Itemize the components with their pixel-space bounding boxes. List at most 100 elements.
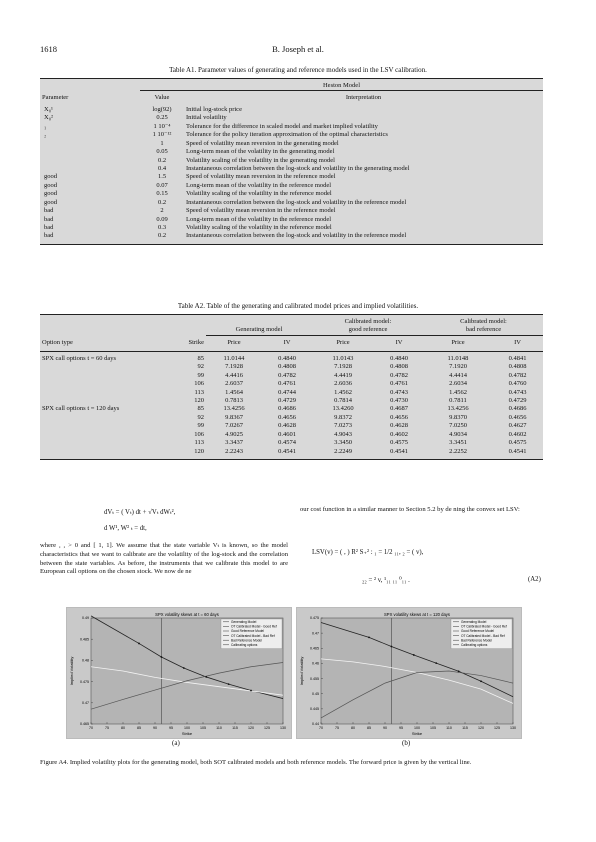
equation-correlation: d W¹, W² ₜ = dt, xyxy=(104,525,147,532)
price-bad-cell: 7.0250 xyxy=(449,422,467,430)
iv-good-cell: 0.4840 xyxy=(374,350,424,364)
price-bad-cell: 11.0148 xyxy=(424,350,492,364)
value-cell: 1 10⁻¹² xyxy=(152,131,172,139)
table-a1-row: 0.05 Long-term mean of the volatility in … xyxy=(40,148,543,156)
iv-good-cell: 0.4782 xyxy=(390,371,408,379)
price-gen-cell: 7.1928 xyxy=(225,363,243,371)
price-good-cell: 9.8372 xyxy=(334,413,352,421)
legend-entry: Calibrating options xyxy=(231,643,258,647)
strike-cell: 113 xyxy=(194,388,204,396)
interp-cell: Speed of volatility mean reversion in th… xyxy=(186,173,336,181)
value-cell: 0.09 xyxy=(156,215,168,223)
strike-cell: 120 xyxy=(194,397,204,404)
iv-gen-cell: 0.4744 xyxy=(278,388,296,396)
param-cell: bad xyxy=(44,207,54,215)
price-good-cell: 7.0273 xyxy=(334,422,352,430)
strike-cell: 92 xyxy=(197,363,205,371)
y-tick-label: 0.485 xyxy=(80,637,89,641)
legend-entry: OT Calibrated Model - Bad Ref xyxy=(461,634,505,638)
interp-cell: Tolerance for the policy iteration appro… xyxy=(186,131,388,139)
iv-bad-cell: 0.4575 xyxy=(508,439,527,447)
table-a1-row: ₂ 1 10⁻¹² Tolerance for the policy iterati… xyxy=(40,131,543,139)
iv-bad-cell: 0.4729 xyxy=(508,397,527,404)
price-good-cell: 1.4562 xyxy=(334,388,352,396)
col-price-gen: Price xyxy=(206,334,262,352)
interp-cell: Instantaneous correlation between the lo… xyxy=(186,198,407,206)
equation-number-a2: (A2) xyxy=(528,576,541,583)
x-tick-label: 90 xyxy=(383,726,387,730)
x-tick-label: 110 xyxy=(446,726,452,730)
x-tick-label: 120 xyxy=(478,726,484,730)
strike-cell: 85 xyxy=(197,405,205,413)
value-cell: 0.2 xyxy=(157,156,167,164)
x-tick-label: 130 xyxy=(280,726,286,730)
option-type-cell xyxy=(40,448,160,460)
y-tick-label: 0.465 xyxy=(310,646,319,650)
col-header-value: Value xyxy=(140,90,184,103)
interp-cell: Volatility scaling of the volatility in … xyxy=(186,156,335,164)
iv-good-cell: 0.4687 xyxy=(390,405,408,413)
iv-bad-cell: 0.4656 xyxy=(508,413,527,421)
table-a1-row: 1 Speed of volatility mean reversion in t… xyxy=(40,140,543,148)
y-tick-label: 0.475 xyxy=(80,680,89,684)
param-cell xyxy=(40,157,140,165)
table-a2-row: SPX call options t = 120 days 85 13.4256 0.… xyxy=(40,405,543,413)
param-cell: ₁ xyxy=(44,122,47,130)
option-type-cell: SPX call options t = 60 days xyxy=(40,350,160,364)
x-tick-label: 105 xyxy=(200,726,206,730)
interp-cell: Speed of volatility mean reversion in th… xyxy=(186,207,336,215)
figure-caption: Figure A4. Implied volatility plots for … xyxy=(40,759,472,766)
series-line xyxy=(320,670,514,719)
param-cell: good xyxy=(44,198,57,206)
strike-cell: 85 xyxy=(160,350,206,364)
interp-cell: Instantaneous correlation between the lo… xyxy=(186,164,410,172)
interp-cell: Initial volatility xyxy=(186,114,227,122)
panel-label-a: (a) xyxy=(172,739,180,747)
legend-entry: Good Reference Model xyxy=(461,629,494,633)
iv-good-cell: 0.4761 xyxy=(390,380,408,388)
table-a2-row: 106 4.9025 0.4601 4.9043 0.4602 4.9034 0.4602 xyxy=(40,431,543,439)
x-tick-label: 75 xyxy=(105,726,109,730)
iv-bad-cell: 0.4743 xyxy=(508,388,527,396)
iv-gen-cell: 0.4782 xyxy=(278,371,296,379)
table-a2-row: 120 0.7813 0.4729 0.7814 0.4730 0.7811 0.4729 xyxy=(40,397,543,405)
legend-entry: Generating Model xyxy=(461,620,487,624)
series-line xyxy=(90,662,284,710)
table-a2-body: SPX call options t = 60 days 85 11.0144 0.4… xyxy=(40,350,543,461)
y-tick-label: 0.48 xyxy=(82,659,89,663)
value-cell: 1 10⁻⁴ xyxy=(153,122,171,130)
strike-cell: 106 xyxy=(194,380,204,388)
price-gen-cell: 2.6037 xyxy=(225,380,243,388)
value-cell: 0.2 xyxy=(157,198,167,206)
iv-gen-cell: 0.4840 xyxy=(262,350,312,364)
series-line xyxy=(320,622,514,698)
param-cell: good xyxy=(44,173,57,181)
calibrating-option-point xyxy=(390,645,393,648)
y-tick-label: 0.46 xyxy=(312,662,319,666)
param-cell: bad xyxy=(44,224,54,231)
price-gen-cell: 11.0144 xyxy=(206,350,262,364)
param-cell: X₀² xyxy=(44,114,53,122)
table-a1-grid: Heston Model Parameter Value Interpretat… xyxy=(40,78,543,245)
col-iv-good: IV xyxy=(374,334,424,352)
table-a2-row: 92 7.1928 0.4808 7.1928 0.4808 7.1920 0.4808 xyxy=(40,363,543,371)
legend-entry: OT Calibrated Model - Good Ref xyxy=(461,625,507,629)
equation-dv: dVₜ = ( Vₜ) dt + √Vₜ dWₜ², xyxy=(104,509,176,516)
x-tick-label: 130 xyxy=(510,726,516,730)
chart-title: SPX volatility skews at t = 60 days xyxy=(155,612,219,617)
y-tick-label: 0.445 xyxy=(310,707,319,711)
table-a2-row: 113 1.4564 0.4744 1.4562 0.4743 1.4562 0.4743 xyxy=(40,389,543,397)
col-iv-gen: IV xyxy=(262,334,312,352)
chart-b-svg: SPX volatility skews at t = 120 days 70 75… xyxy=(299,612,516,736)
table-a1-row: good 0.15 Volatility scaling of the volati… xyxy=(40,190,543,198)
iv-bad-cell: 0.4841 xyxy=(492,350,543,364)
strike-cell: 99 xyxy=(197,371,205,379)
x-tick-label: 95 xyxy=(169,726,173,730)
table-a2-row: 113 3.3437 0.4574 3.3450 0.4575 3.3451 0.4575 xyxy=(40,439,543,447)
calibrating-option-point xyxy=(182,667,185,669)
x-tick-label: 75 xyxy=(335,726,339,730)
param-cell: good xyxy=(44,190,57,198)
legend-entry: Bad Reference Model xyxy=(231,638,262,642)
option-type-cell xyxy=(40,389,160,397)
option-type-cell xyxy=(40,380,160,388)
